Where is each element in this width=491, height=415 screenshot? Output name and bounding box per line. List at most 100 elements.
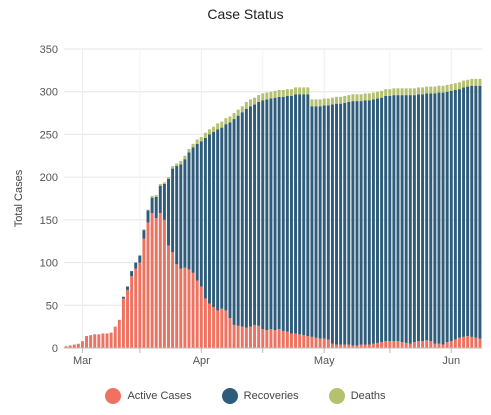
bar-deaths [236, 109, 240, 116]
bar-deaths [289, 89, 293, 96]
bar-recoveries [441, 92, 445, 345]
bar-deaths [351, 94, 355, 102]
bar-active-cases [146, 222, 150, 348]
bar-active-cases [154, 218, 158, 348]
bar-recoveries [244, 108, 248, 328]
bar-deaths [150, 195, 154, 198]
bar-active-cases [253, 324, 257, 348]
bar-recoveries [302, 94, 306, 336]
bar-deaths [396, 88, 400, 96]
bar-active-cases [191, 272, 195, 348]
bar-deaths [392, 88, 396, 96]
bar-recoveries [171, 168, 175, 253]
bar-deaths [326, 98, 330, 106]
legend-label-deaths: Deaths [350, 390, 386, 402]
bar-active-cases [330, 343, 334, 348]
bar-deaths [298, 87, 302, 95]
bar-deaths [146, 209, 150, 211]
bar-active-cases [277, 329, 281, 348]
bar-recoveries [449, 90, 453, 342]
bar-deaths [253, 97, 257, 105]
bar-active-cases [421, 341, 425, 348]
bar-deaths [306, 87, 310, 95]
bar-active-cases [138, 262, 142, 348]
bar-recoveries [425, 93, 429, 341]
bar-recoveries [146, 210, 150, 223]
bar-deaths [408, 88, 412, 96]
bar-deaths [261, 93, 265, 101]
bar-recoveries [408, 95, 412, 344]
bar-recoveries [355, 101, 359, 346]
bar-recoveries [203, 137, 207, 299]
bar-deaths [433, 86, 437, 94]
bar-active-cases [142, 238, 146, 348]
bar-recoveries [396, 95, 400, 342]
bar-deaths [154, 195, 158, 197]
bar-recoveries [298, 94, 302, 335]
bar-recoveries [400, 95, 404, 343]
bar-deaths [216, 123, 220, 130]
bar-recoveries [404, 95, 408, 343]
bar-active-cases [408, 343, 412, 348]
bar-recoveries [248, 106, 252, 327]
bar-deaths [294, 87, 298, 95]
bar-active-cases [212, 306, 216, 348]
bar-active-cases [449, 341, 453, 348]
bar-deaths [441, 85, 445, 93]
legend-item-deaths[interactable]: Deaths [328, 388, 386, 404]
bar-active-cases [64, 346, 68, 348]
bar-active-cases [425, 340, 429, 348]
bar-active-cases [179, 268, 183, 348]
bar-deaths [322, 98, 326, 106]
bar-recoveries [437, 92, 441, 344]
bar-deaths [457, 82, 461, 90]
bar-active-cases [429, 341, 433, 348]
bar-recoveries [253, 104, 257, 325]
bar-deaths [363, 93, 367, 101]
x-tick-label: Apr [193, 355, 210, 367]
bar-deaths [437, 85, 441, 93]
bar-recoveries [318, 106, 322, 339]
bar-active-cases [310, 336, 314, 348]
bar-active-cases [289, 333, 293, 348]
bar-active-cases [93, 334, 97, 348]
bar-recoveries [273, 97, 277, 331]
bar-deaths [281, 90, 285, 97]
bar-recoveries [453, 90, 457, 340]
x-tick-label: Mar [73, 355, 92, 367]
bar-recoveries [339, 103, 343, 345]
bar-recoveries [380, 97, 384, 343]
bar-active-cases [183, 267, 187, 348]
bar-recoveries [154, 196, 158, 219]
bar-active-cases [224, 310, 228, 348]
bar-deaths [179, 160, 183, 165]
bar-deaths [208, 129, 211, 135]
bar-active-cases [376, 342, 379, 348]
bar-deaths [384, 89, 388, 96]
y-axis-title: Total Cases [13, 169, 25, 227]
legend-item-active[interactable]: Active Cases [105, 388, 192, 404]
bar-active-cases [175, 264, 179, 348]
bar-active-cases [294, 333, 298, 348]
bar-deaths [474, 78, 478, 86]
bar-active-cases [302, 335, 306, 348]
bar-deaths [220, 121, 224, 128]
bar-deaths [388, 89, 392, 96]
bar-active-cases [80, 341, 84, 348]
bar-deaths [228, 116, 232, 123]
bar-recoveries [289, 95, 293, 334]
legend-item-recoveries[interactable]: Recoveries [221, 388, 299, 404]
bar-active-cases [326, 339, 330, 348]
y-tick-label: 300 [40, 87, 58, 99]
bar-deaths [376, 91, 379, 99]
bar-recoveries [314, 106, 318, 338]
bar-deaths [335, 96, 338, 104]
bar-recoveries [330, 104, 334, 344]
bar-active-cases [437, 343, 441, 348]
bar-active-cases [97, 334, 101, 348]
bar-recoveries [158, 185, 162, 214]
bar-recoveries [445, 91, 449, 343]
bar-recoveries [261, 100, 265, 330]
bar-recoveries [195, 143, 199, 281]
bar-deaths [224, 118, 228, 125]
